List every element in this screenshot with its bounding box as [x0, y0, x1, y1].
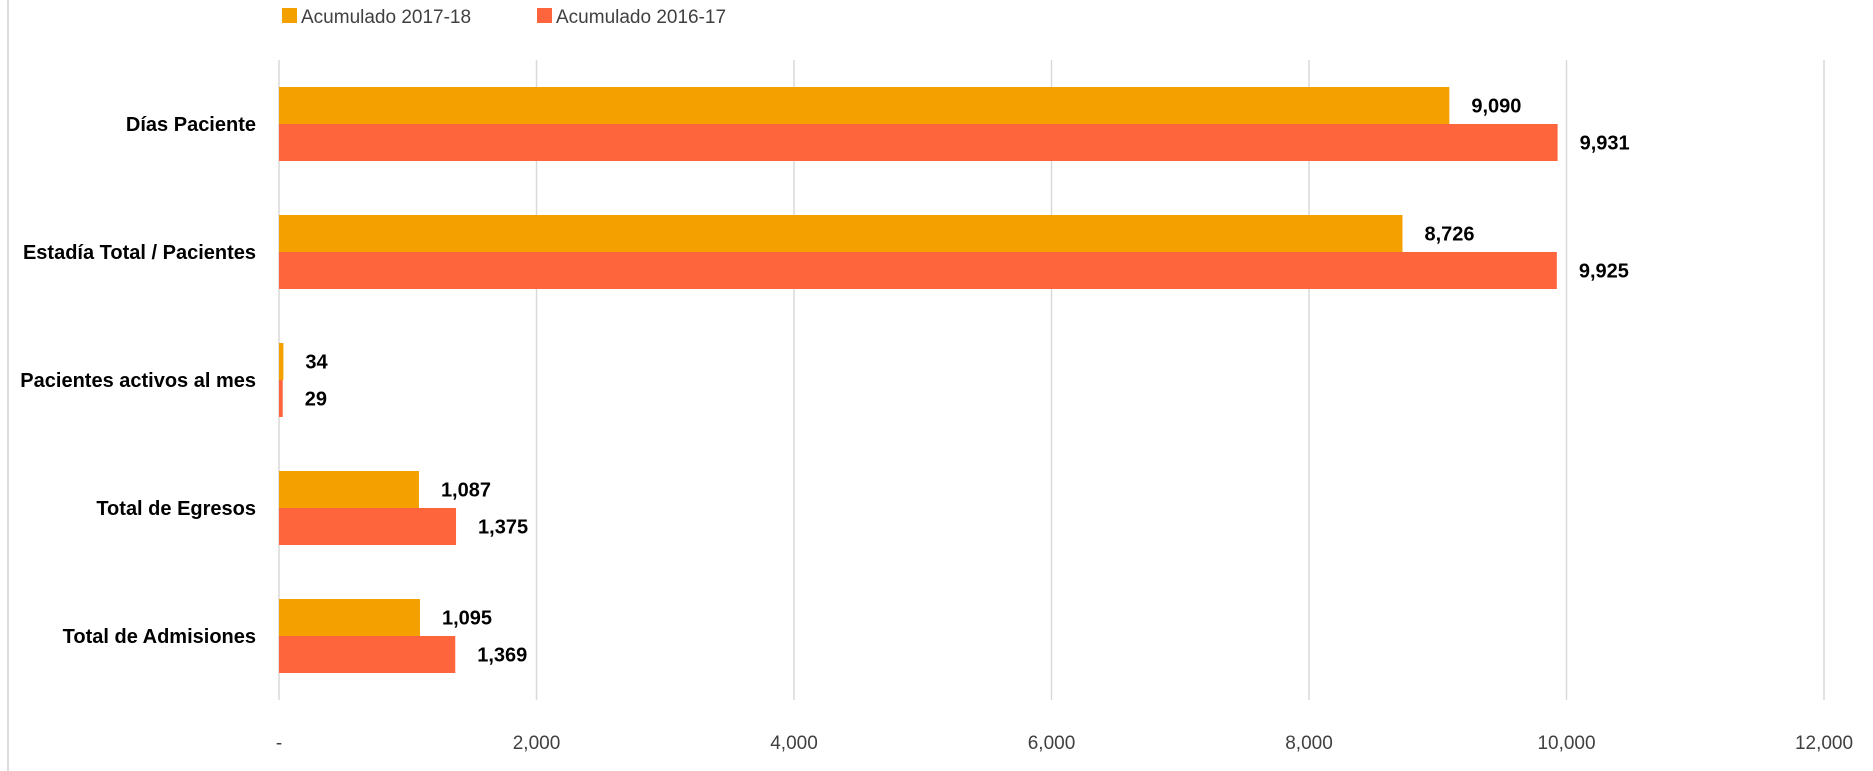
- legend: Acumulado 2017-18 Acumulado 2016-17: [282, 7, 726, 28]
- legend-label-acumulado-2016-17: Acumulado 2016-17: [556, 7, 726, 28]
- legend-swatch-acumulado-2016-17: [537, 8, 552, 23]
- x-tick-label: 12,000: [1795, 733, 1853, 754]
- bar-acumulado-2016-17-estadia-total-pacientes: [279, 252, 1557, 289]
- bars: [279, 87, 1558, 673]
- bar-acumulado-2016-17-total-de-egresos: [279, 508, 457, 545]
- bar-acumulado-2016-17-dias-paciente: [279, 124, 1558, 161]
- category-label-dias-paciente: Días Paciente: [126, 114, 256, 136]
- data-label: 29: [305, 389, 327, 411]
- category-label-estadia-total-pacientes: Estadía Total / Pacientes: [23, 242, 256, 264]
- data-label: 9,931: [1580, 133, 1630, 155]
- legend-label-acumulado-2017-18: Acumulado 2017-18: [301, 7, 471, 28]
- data-label: 1,087: [441, 480, 491, 502]
- data-label: 1,095: [442, 608, 492, 630]
- data-label: 34: [305, 352, 328, 374]
- data-labels: 9,090 9,931 8,726 9,925 34 29 1,087 1,375 1,095 1…: [305, 96, 1630, 667]
- category-label-total-de-egresos: Total de Egresos: [96, 498, 256, 520]
- data-label: 8,726: [1424, 224, 1474, 246]
- x-tick-label: 8,000: [1285, 733, 1333, 754]
- x-tick-label: 6,000: [1028, 733, 1076, 754]
- gridlines: [278, 60, 1825, 700]
- legend-swatch-acumulado-2017-18: [282, 8, 297, 23]
- data-label: 9,090: [1471, 96, 1521, 118]
- bar-acumulado-2016-17-pacientes-activos-al-mes: [279, 380, 283, 417]
- bar-acumulado-2017-18-dias-paciente: [279, 87, 1450, 124]
- x-axis-tick-labels: - 2,000 4,000 6,000 8,000 10,000 12,000: [276, 733, 1853, 754]
- bar-acumulado-2017-18-total-de-admisiones: [279, 599, 420, 636]
- bar-acumulado-2017-18-estadia-total-pacientes: [279, 215, 1403, 252]
- data-label: 1,375: [478, 517, 528, 539]
- bar-acumulado-2016-17-total-de-admisiones: [279, 636, 456, 673]
- category-label-total-de-admisiones: Total de Admisiones: [63, 626, 256, 648]
- bar-acumulado-2017-18-pacientes-activos-al-mes: [279, 343, 284, 380]
- bar-acumulado-2017-18-total-de-egresos: [279, 471, 419, 508]
- x-tick-label: 4,000: [770, 733, 818, 754]
- category-label-pacientes-activos-al-mes: Pacientes activos al mes: [20, 370, 256, 392]
- data-label: 1,369: [477, 645, 527, 667]
- x-tick-label: 10,000: [1537, 733, 1595, 754]
- data-label: 9,925: [1579, 261, 1629, 283]
- category-labels: Días Paciente Estadía Total / Pacientes Pa…: [20, 114, 256, 648]
- x-tick-label: 2,000: [513, 733, 561, 754]
- x-tick-label: -: [276, 733, 282, 754]
